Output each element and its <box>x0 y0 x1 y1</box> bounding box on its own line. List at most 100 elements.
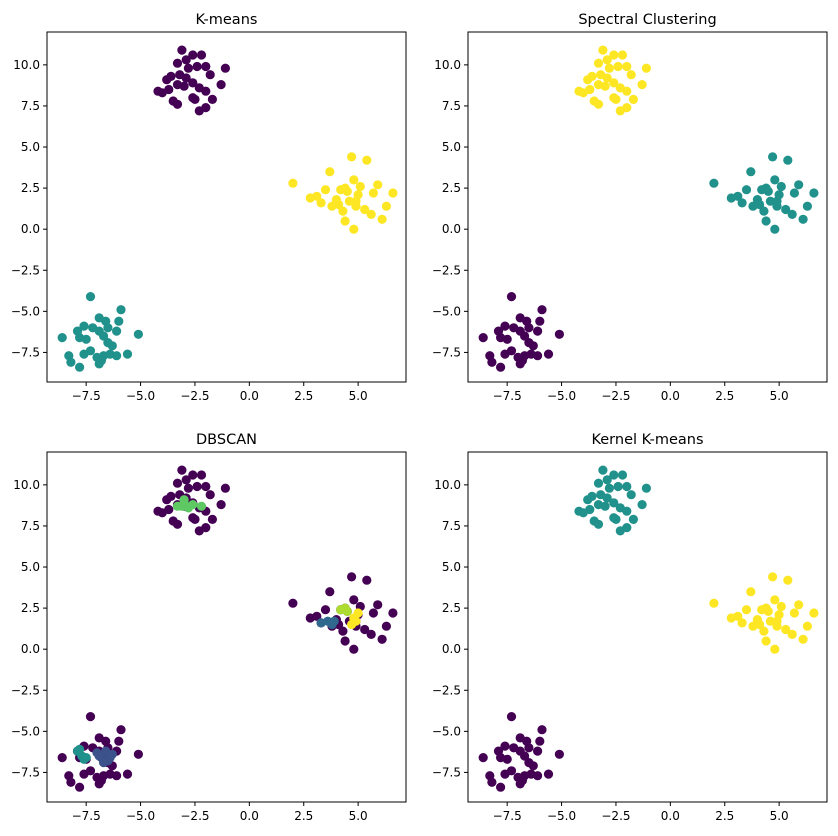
x-tick-label: 0.0 <box>240 809 259 823</box>
data-point <box>188 93 198 103</box>
data-point <box>787 209 797 219</box>
data-point <box>761 636 771 646</box>
data-point <box>781 624 791 635</box>
data-point <box>107 341 117 351</box>
x-tick-label: 5.0 <box>770 389 789 403</box>
plot-frame <box>467 451 828 803</box>
x-tick-label: 2.5 <box>715 389 734 403</box>
data-point <box>188 513 198 523</box>
x-tick-label: −5.0 <box>126 389 155 403</box>
y-tick-label: 7.5 <box>442 519 461 533</box>
data-point <box>609 93 619 103</box>
data-point <box>201 481 211 492</box>
data-point <box>593 99 604 109</box>
data-point <box>377 634 387 644</box>
data-point <box>609 513 619 523</box>
data-point <box>746 587 756 597</box>
data-point <box>351 196 361 206</box>
data-point <box>520 331 530 341</box>
data-point <box>320 605 331 615</box>
data-point <box>524 323 534 333</box>
x-tick-label: −7.5 <box>493 389 522 403</box>
data-point <box>641 63 652 73</box>
data-point <box>602 493 612 503</box>
data-point <box>487 357 497 367</box>
data-point <box>500 769 510 779</box>
data-point <box>355 181 365 192</box>
data-point <box>761 183 771 193</box>
y-tick-label: −7.5 <box>432 765 461 779</box>
data-point <box>133 329 143 339</box>
data-point <box>794 600 804 610</box>
data-point <box>172 519 183 529</box>
data-point <box>770 644 780 654</box>
data-point <box>79 349 89 359</box>
data-point <box>338 626 348 636</box>
data-point <box>349 175 359 185</box>
data-point <box>709 178 719 188</box>
data-point <box>334 199 344 210</box>
data-point <box>500 741 510 751</box>
y-tick-label: 10.0 <box>434 478 461 492</box>
data-point <box>220 483 230 493</box>
data-point <box>628 94 639 104</box>
data-point <box>759 626 769 636</box>
data-point <box>554 329 565 339</box>
data-point <box>626 70 636 80</box>
y-tick-label: 5.0 <box>442 560 461 574</box>
data-point <box>765 196 776 206</box>
data-point <box>593 58 604 68</box>
chart-title: DBSCAN <box>196 432 257 448</box>
data-point <box>809 608 819 618</box>
data-point <box>609 50 619 60</box>
data-point <box>543 349 554 359</box>
data-point <box>216 80 226 90</box>
x-tick-label: 2.5 <box>294 389 313 403</box>
y-tick-label: 0.0 <box>442 222 461 236</box>
data-point <box>622 523 632 533</box>
data-point <box>537 305 547 315</box>
data-point <box>105 753 115 763</box>
data-point <box>349 224 359 234</box>
data-point <box>783 575 793 585</box>
data-point <box>602 55 612 65</box>
data-point <box>609 498 619 508</box>
data-point <box>593 478 604 488</box>
data-point <box>349 595 359 605</box>
data-point <box>177 45 187 55</box>
data-point <box>809 188 819 198</box>
plot-frame <box>46 451 407 803</box>
y-tick-label: −2.5 <box>11 263 40 277</box>
y-tick-label: 7.5 <box>21 99 40 113</box>
data-point <box>554 749 565 759</box>
data-point <box>502 334 512 344</box>
data-point <box>637 500 647 510</box>
data-point <box>537 725 547 735</box>
data-point <box>772 196 782 206</box>
x-tick-label: −5.0 <box>126 809 155 823</box>
data-point <box>622 61 632 72</box>
data-point <box>362 155 372 165</box>
y-tick-label: 2.5 <box>21 181 40 195</box>
x-tick-label: 5.0 <box>349 809 368 823</box>
data-point <box>613 61 623 72</box>
y-tick-label: 2.5 <box>21 601 40 615</box>
data-point <box>776 601 786 612</box>
data-point <box>368 608 378 618</box>
data-point <box>288 598 298 608</box>
data-point <box>192 61 202 72</box>
data-point <box>787 629 797 640</box>
y-tick-label: 10.0 <box>434 58 461 72</box>
data-point <box>602 475 612 485</box>
data-point <box>177 465 187 475</box>
data-point <box>622 481 632 492</box>
data-point <box>99 758 109 768</box>
data-point <box>85 712 96 722</box>
data-point <box>770 224 780 234</box>
data-point <box>201 103 211 113</box>
data-point <box>377 214 387 224</box>
data-point <box>604 63 615 73</box>
y-tick-label: 2.5 <box>442 181 461 195</box>
data-point <box>201 61 211 72</box>
